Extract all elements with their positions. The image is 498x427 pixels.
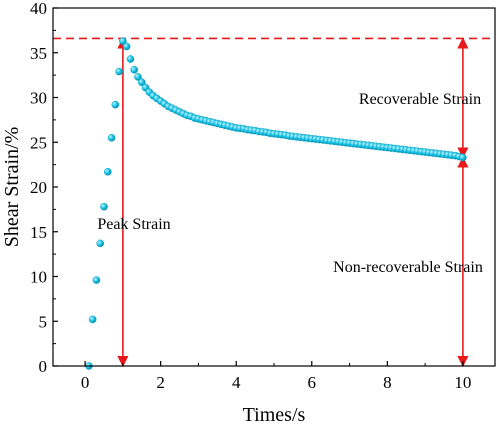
peak-strain-label: Peak Strain: [97, 216, 170, 233]
y-tick-label: 30: [30, 89, 47, 108]
data-point: [92, 276, 101, 284]
x-tick-label: 10: [454, 373, 471, 392]
y-tick-label: 10: [30, 268, 47, 287]
data-point: [115, 67, 123, 76]
plot-area-frame: [52, 7, 496, 367]
data-point: [134, 73, 142, 81]
x-tick-label: 0: [81, 373, 90, 392]
data-point: [122, 42, 131, 51]
x-axis-label: Times/s: [243, 404, 306, 426]
data-point: [107, 133, 116, 142]
y-axis-label: Shear Strain/%: [1, 127, 23, 248]
data-point: [111, 100, 120, 109]
data-point: [130, 65, 139, 74]
axes: 0 5 10 15 20 25 30 35 40 0 2 4 6 8 10: [30, 0, 471, 392]
data-point: [119, 37, 127, 45]
y-tick-label: 25: [30, 133, 47, 152]
y-tick-label: 15: [30, 223, 47, 242]
data-point: [100, 202, 108, 211]
y-tick-label: 0: [39, 357, 48, 376]
y-tick-label: 35: [30, 44, 47, 63]
x-tick-label: 4: [232, 373, 241, 392]
data-points: [85, 37, 467, 370]
x-tick-label: 2: [156, 373, 165, 392]
x-tick-label: 6: [308, 373, 317, 392]
data-point: [88, 315, 97, 324]
y-tick-label: 20: [30, 178, 47, 197]
data-point: [459, 153, 467, 162]
annotation-lines: [53, 37, 495, 368]
data-point: [137, 78, 146, 87]
x-tick-label: 8: [383, 373, 392, 392]
data-point: [126, 55, 135, 63]
data-point: [96, 239, 105, 248]
y-tick-label: 40: [30, 0, 47, 18]
y-tick-label: 5: [39, 312, 48, 331]
data-point: [103, 167, 112, 176]
nonrecoverable-strain-label: Non-recoverable Strain: [333, 259, 483, 276]
recoverable-strain-label: Recoverable Strain: [359, 91, 481, 108]
